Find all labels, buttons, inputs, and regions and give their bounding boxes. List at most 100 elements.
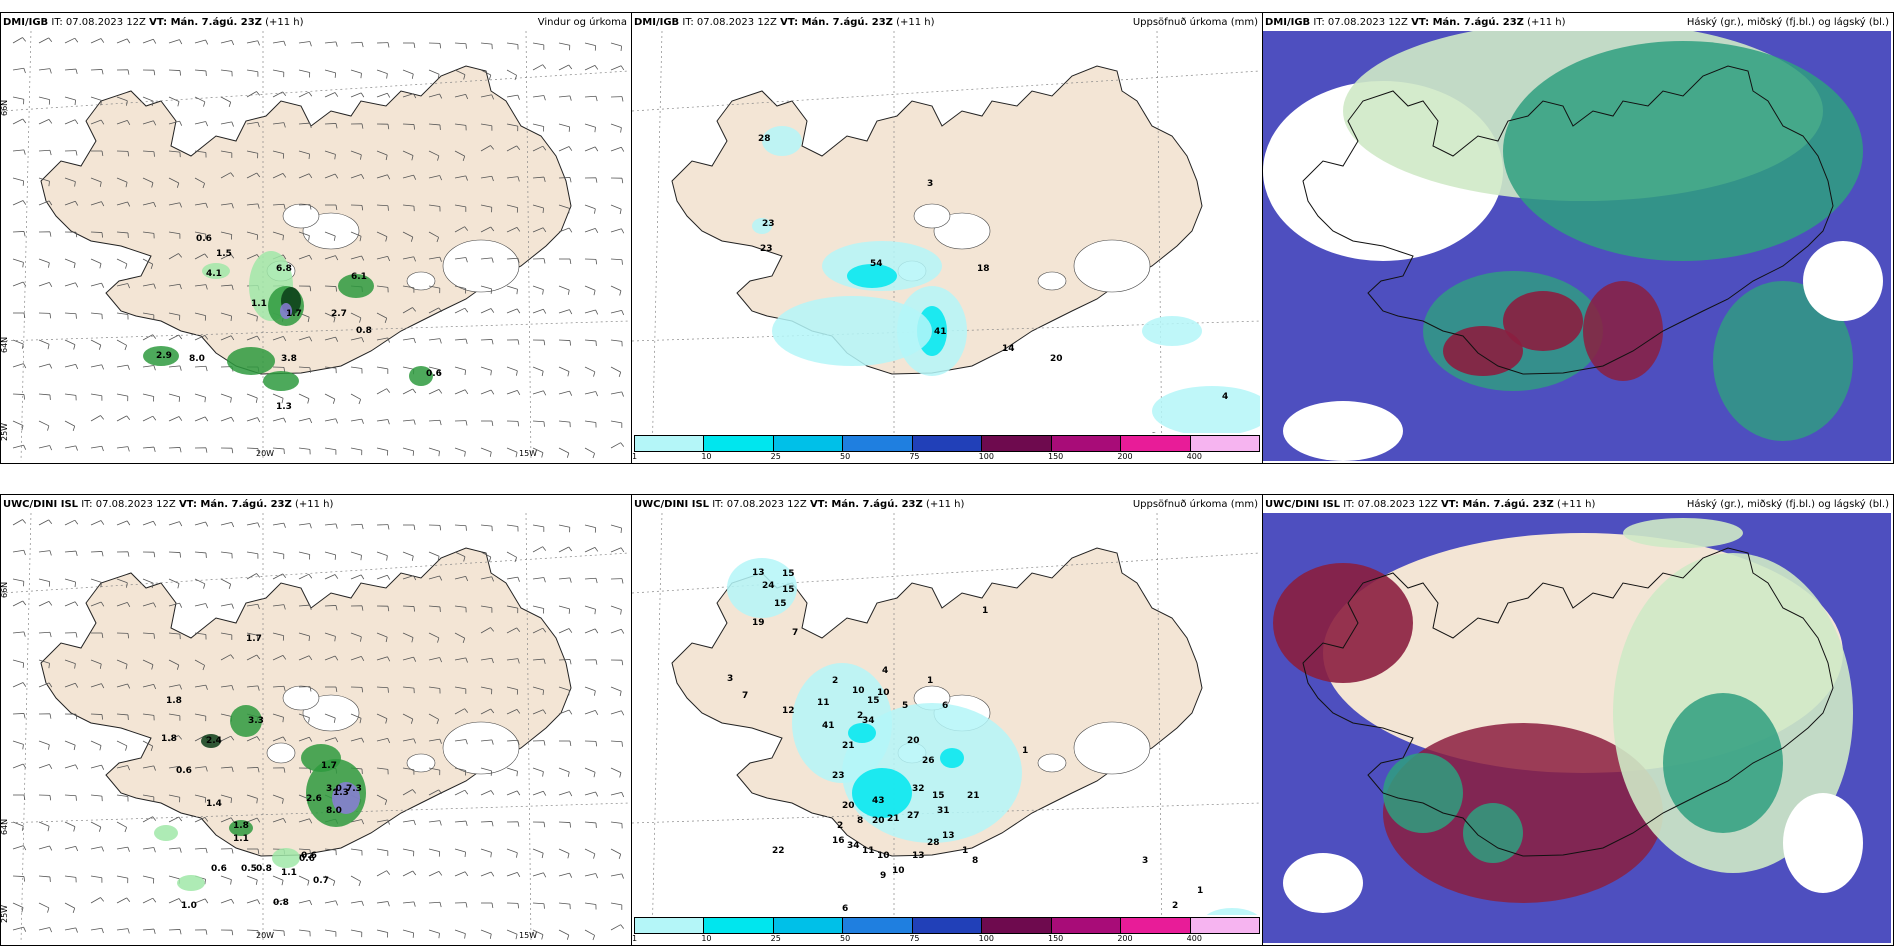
value-label: 11 xyxy=(817,698,830,708)
value-label: 15 xyxy=(867,696,880,706)
value-label: 28 xyxy=(927,838,940,848)
colorbar-tick-label: 75 xyxy=(909,934,920,943)
colorbar-swatch xyxy=(912,436,983,451)
value-labels: 28 23 23 54 18 41 14 20 4 6 3 xyxy=(758,134,1228,433)
value-label: 27 xyxy=(907,811,920,821)
value-label: 11 xyxy=(862,846,875,856)
value-label: 14 xyxy=(1002,344,1015,354)
value-label: 0.8 xyxy=(256,864,272,874)
colorbar-swatches xyxy=(634,917,1260,934)
axis-label-lon_15: 15W xyxy=(519,449,537,458)
glacier-area xyxy=(282,685,320,711)
value-label: 18 xyxy=(977,264,990,274)
field-contour xyxy=(201,734,221,748)
value-label: 16 xyxy=(832,836,845,846)
field-contour xyxy=(1503,291,1583,351)
value-label: 20 xyxy=(907,736,920,746)
coastline xyxy=(1302,65,1834,375)
colorbar-legend: 1 10 25 50 75 100 150 200 400 xyxy=(632,435,1262,463)
colorbar-swatch xyxy=(982,918,1052,933)
value-label: 0.6 xyxy=(426,369,442,379)
value-label: 32 xyxy=(912,784,925,794)
value-label: 1.4 xyxy=(206,799,222,809)
map-panel-clouds-uwc: UWC/DINI ISL IT: 07.08.2023 12Z VT: Mán.… xyxy=(1262,494,1894,946)
coastline xyxy=(1302,547,1834,857)
field-contour xyxy=(272,848,300,868)
value-label: 4 xyxy=(1222,392,1228,402)
value-label: 1.7 xyxy=(246,634,262,644)
axis-label-lat_66: 66N xyxy=(1,582,9,598)
model-name: DMI/IGB xyxy=(634,17,680,28)
field-contour xyxy=(230,705,262,737)
colorbar-swatch xyxy=(773,436,844,451)
value-label: 7 xyxy=(742,691,748,701)
field-contour xyxy=(229,820,253,836)
field-contour xyxy=(409,366,433,386)
model-name: UWC/DINI ISL xyxy=(634,499,710,510)
value-label: 2.7 xyxy=(331,309,347,319)
map-panel-wind-precip-dmi: DMI/IGB IT: 07.08.2023 12Z VT: Mán. 7.ág… xyxy=(0,12,632,464)
axis-label-lon_25: 25W xyxy=(1,423,9,441)
value-label: 20 xyxy=(872,816,885,826)
value-label: 3 xyxy=(727,674,733,684)
lead-time: (+11 h) xyxy=(294,499,334,510)
value-label: 13 xyxy=(752,568,765,578)
colorbar-swatch xyxy=(635,436,705,451)
colorbar-tick-label: 1 xyxy=(632,452,638,461)
colorbar-swatch xyxy=(1190,918,1259,933)
field-contour xyxy=(202,263,230,279)
model-name: DMI/IGB xyxy=(1265,17,1311,28)
value-label: 6 xyxy=(1150,432,1156,433)
field-contour xyxy=(280,303,292,319)
valid-time: VT: Mán. 7.ágú. 23Z xyxy=(809,499,923,510)
field-contour xyxy=(263,371,299,391)
value-label: 1 xyxy=(962,846,968,856)
value-label: 8 xyxy=(972,856,978,866)
value-label: 3 xyxy=(1142,856,1148,866)
panel-header: UWC/DINI ISL IT: 07.08.2023 12Z VT: Mán.… xyxy=(1265,498,1889,512)
value-label: 6.1 xyxy=(351,272,367,282)
map-panel-accum-precip-dmi: DMI/IGB IT: 07.08.2023 12Z VT: Mán. 7.ág… xyxy=(631,12,1263,464)
value-label: 0.7 xyxy=(313,876,329,886)
field-contour xyxy=(1623,518,1743,548)
colorbar-swatches xyxy=(634,435,1260,452)
axis-label-lon_20: 20W xyxy=(256,449,274,458)
value-label: 6 xyxy=(942,701,948,711)
colorbar-tick-label: 200 xyxy=(1117,452,1133,461)
value-label: 23 xyxy=(832,771,845,781)
value-label: 1.1 xyxy=(251,299,267,309)
value-label: 26 xyxy=(922,756,935,766)
value-label: 54 xyxy=(870,259,883,269)
colorbar-swatch xyxy=(912,918,983,933)
glacier-area xyxy=(442,239,520,293)
panel-title: Uppsöfnuð úrkoma (mm) xyxy=(1132,17,1258,28)
colorbar-swatch xyxy=(635,918,705,933)
colorbar-swatch xyxy=(704,436,774,451)
glacier-area xyxy=(1037,753,1067,773)
init-time: IT: 07.08.2023 12Z xyxy=(682,17,777,28)
field-contour xyxy=(1283,853,1363,913)
colorbar-tick-label: 200 xyxy=(1117,934,1133,943)
field-contour xyxy=(847,264,897,288)
value-label: 10 xyxy=(877,688,890,698)
glacier-area xyxy=(1073,721,1151,775)
lead-time: (+11 h) xyxy=(925,499,965,510)
panel-header: DMI/IGB IT: 07.08.2023 12Z VT: Mán. 7.ág… xyxy=(3,16,627,30)
value-label: 1 xyxy=(1197,886,1203,896)
wind-barbs xyxy=(12,37,625,459)
init-time: IT: 07.08.2023 12Z xyxy=(1313,17,1408,28)
axis-label-lat_64: 64N xyxy=(1,819,9,835)
field-contour xyxy=(772,296,932,366)
field-contour xyxy=(762,126,802,156)
colorbar-tick-label: 50 xyxy=(840,452,851,461)
panel-title: Háský (gr.), miðský (fj.bl.) og lágský (… xyxy=(1686,499,1889,510)
panel-header: DMI/IGB IT: 07.08.2023 12Z VT: Mán. 7.ág… xyxy=(1265,16,1889,30)
model-name: UWC/DINI ISL xyxy=(1265,499,1341,510)
graticule: 66N 64N 25W 20W 15W xyxy=(1,513,629,943)
value-label: 15 xyxy=(774,599,787,609)
value-label: 34 xyxy=(862,716,875,726)
value-label: 1 xyxy=(927,676,933,686)
value-label: 1.1 xyxy=(233,834,249,844)
field-contour xyxy=(1206,908,1258,915)
value-label: 6 xyxy=(842,904,848,914)
